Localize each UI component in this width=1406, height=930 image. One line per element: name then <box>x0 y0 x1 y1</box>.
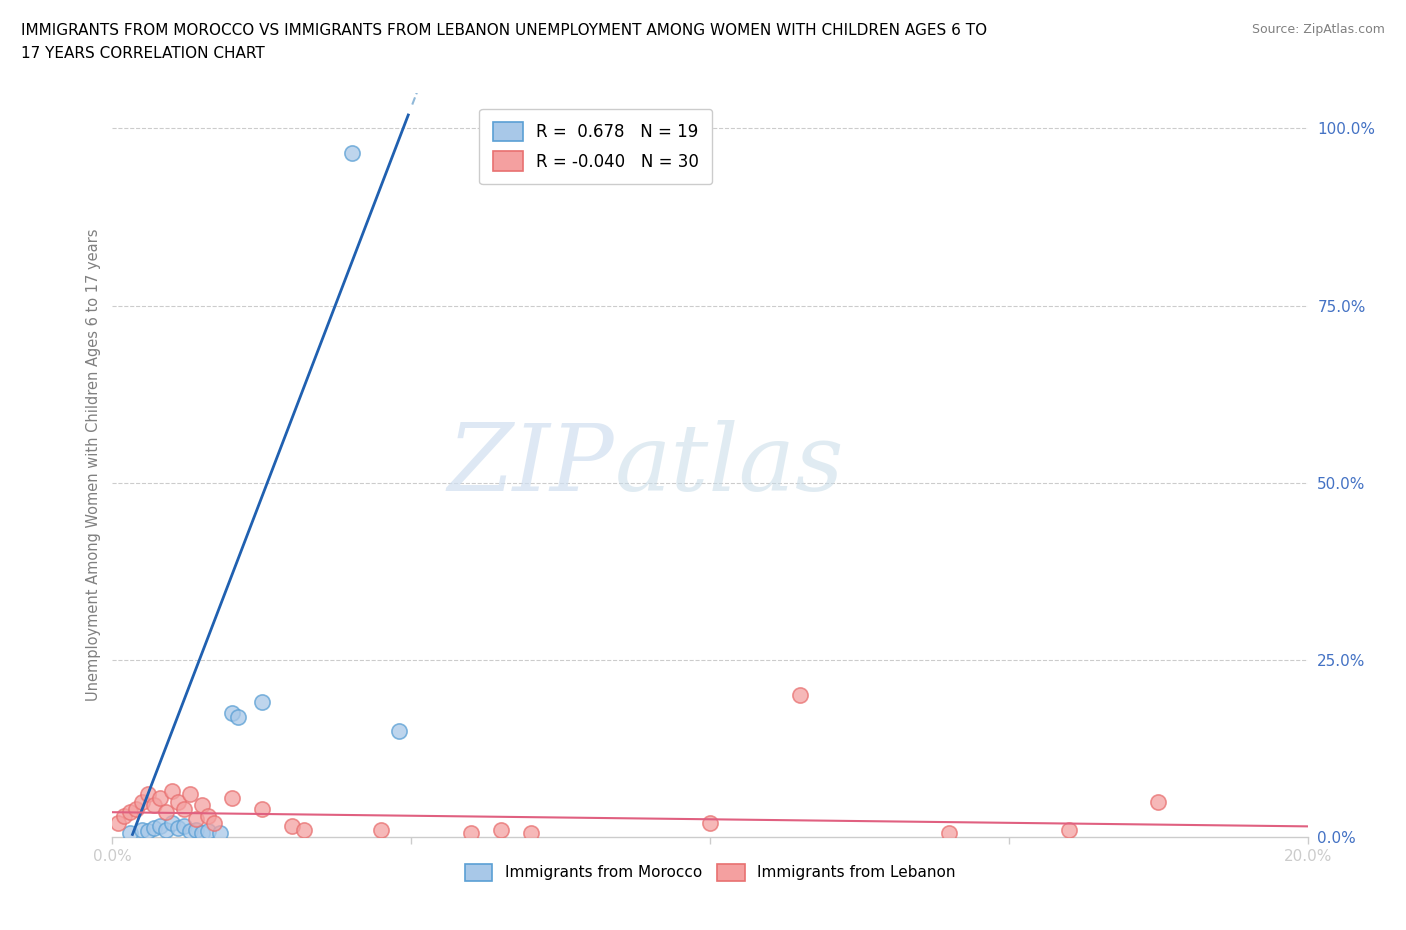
Point <box>149 790 172 805</box>
Point <box>162 783 183 798</box>
Text: ZIP: ZIP <box>447 420 614 510</box>
Point <box>173 802 195 817</box>
Text: 17 YEARS CORRELATION CHART: 17 YEARS CORRELATION CHART <box>21 46 264 61</box>
Point <box>460 826 482 841</box>
Point <box>370 822 392 837</box>
Point <box>789 688 811 703</box>
Y-axis label: Unemployment Among Women with Children Ages 6 to 17 years: Unemployment Among Women with Children A… <box>86 229 101 701</box>
Point <box>281 819 304 834</box>
Point <box>520 826 543 841</box>
Point <box>938 826 960 841</box>
Point <box>155 804 177 819</box>
Point <box>340 146 363 161</box>
Point <box>226 709 249 724</box>
Text: IMMIGRANTS FROM MOROCCO VS IMMIGRANTS FROM LEBANON UNEMPLOYMENT AMONG WOMEN WITH: IMMIGRANTS FROM MOROCCO VS IMMIGRANTS FR… <box>21 23 987 38</box>
Point <box>162 816 183 830</box>
Text: atlas: atlas <box>614 420 844 510</box>
Point <box>107 816 129 830</box>
Point <box>155 822 177 837</box>
Point <box>186 822 208 837</box>
Point <box>197 808 219 823</box>
Point <box>209 826 232 841</box>
Point <box>120 804 142 819</box>
Point <box>167 794 190 809</box>
Point <box>186 812 208 827</box>
Point <box>179 824 201 839</box>
Point <box>167 821 190 836</box>
Point <box>1147 794 1170 809</box>
Point <box>250 695 273 710</box>
Point <box>191 798 214 813</box>
Point <box>388 724 411 738</box>
Point <box>173 819 195 834</box>
Point <box>191 826 214 841</box>
Point <box>699 816 721 830</box>
Point <box>197 824 219 839</box>
Point <box>221 706 243 721</box>
Point <box>131 822 153 837</box>
Point <box>143 821 166 836</box>
Point <box>202 816 225 830</box>
Point <box>138 787 160 802</box>
Legend: Immigrants from Morocco, Immigrants from Lebanon: Immigrants from Morocco, Immigrants from… <box>457 856 963 889</box>
Point <box>131 794 153 809</box>
Point <box>114 808 135 823</box>
Point <box>221 790 243 805</box>
Point <box>489 822 512 837</box>
Point <box>149 819 172 834</box>
Point <box>250 802 273 817</box>
Point <box>125 802 148 817</box>
Point <box>179 787 201 802</box>
Point <box>143 798 166 813</box>
Point <box>1057 822 1080 837</box>
Point <box>292 822 315 837</box>
Point <box>120 826 142 841</box>
Text: Source: ZipAtlas.com: Source: ZipAtlas.com <box>1251 23 1385 36</box>
Point <box>138 824 160 839</box>
